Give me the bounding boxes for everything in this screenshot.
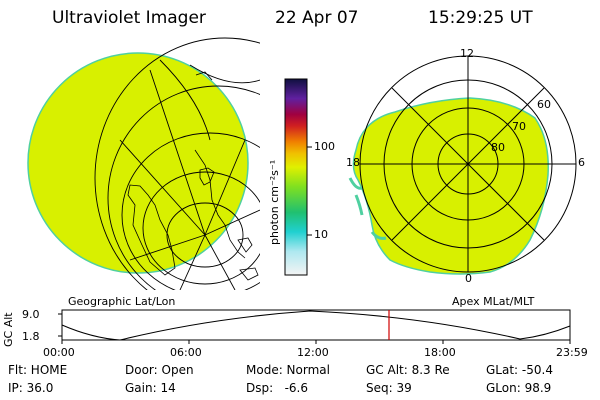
time-label: 15:29:25 UT (428, 8, 533, 28)
mlt-label-12: 12 (460, 47, 474, 60)
status-seq: Seq: 39 (366, 381, 412, 395)
colorbar (284, 78, 308, 276)
altitude-curve (61, 310, 571, 341)
orbit-plot (58, 309, 571, 344)
earth-disk (27, 52, 249, 274)
colorbar-tick-100: 100 (314, 140, 335, 153)
orbit-xtick-0000: 00:00 (43, 346, 75, 359)
status-gc-alt: GC Alt: 8.3 Re (366, 363, 450, 377)
lat-label-70: 70 (512, 120, 526, 133)
coastline-south-america (127, 184, 176, 276)
geographic-caption: Geographic Lat/Lon (68, 295, 176, 308)
orbit-ytick-min: 1.8 (22, 330, 40, 343)
polar-grid (359, 55, 577, 273)
status-dsp: Dsp: -6.6 (246, 381, 309, 395)
status-flt: Flt: HOME (8, 363, 68, 377)
status-mode: Mode: Normal (246, 363, 330, 377)
status-ip: IP: 36.0 (8, 381, 54, 395)
orbit-ylabel: GC Alt (2, 312, 15, 347)
instrument-title: Ultraviolet Imager (52, 8, 206, 28)
orbit-xtick-0600: 06:00 (170, 346, 202, 359)
status-gain: Gain: 14 (125, 381, 176, 395)
polar-image (348, 55, 577, 275)
polar-caption: Apex MLat/MLT (452, 295, 535, 308)
orbit-xtick-1200: 12:00 (297, 346, 329, 359)
lat-label-60: 60 (537, 98, 551, 111)
mlt-label-18: 18 (346, 156, 360, 169)
mlt-label-6: 6 (578, 156, 585, 169)
mlt-label-0: 0 (465, 272, 472, 285)
status-glat: GLat: -50.4 (486, 363, 553, 377)
date-label: 22 Apr 07 (275, 8, 359, 28)
orbit-xtick-1800: 18:00 (424, 346, 456, 359)
colorbar-unit-label: photon cm⁻²s⁻¹ (268, 159, 281, 245)
orbit-ytick-max: 9.0 (22, 308, 40, 321)
status-glon: GLon: 98.9 (486, 381, 552, 395)
colorbar-ticks (307, 146, 312, 236)
lat-label-80: 80 (491, 141, 505, 154)
colorbar-tick-10: 10 (314, 228, 328, 241)
lat-lon-grid (94, 37, 260, 290)
status-door: Door: Open (125, 363, 194, 377)
orbit-xtick-2359: 23:59 (556, 346, 588, 359)
geographic-image (27, 37, 260, 290)
